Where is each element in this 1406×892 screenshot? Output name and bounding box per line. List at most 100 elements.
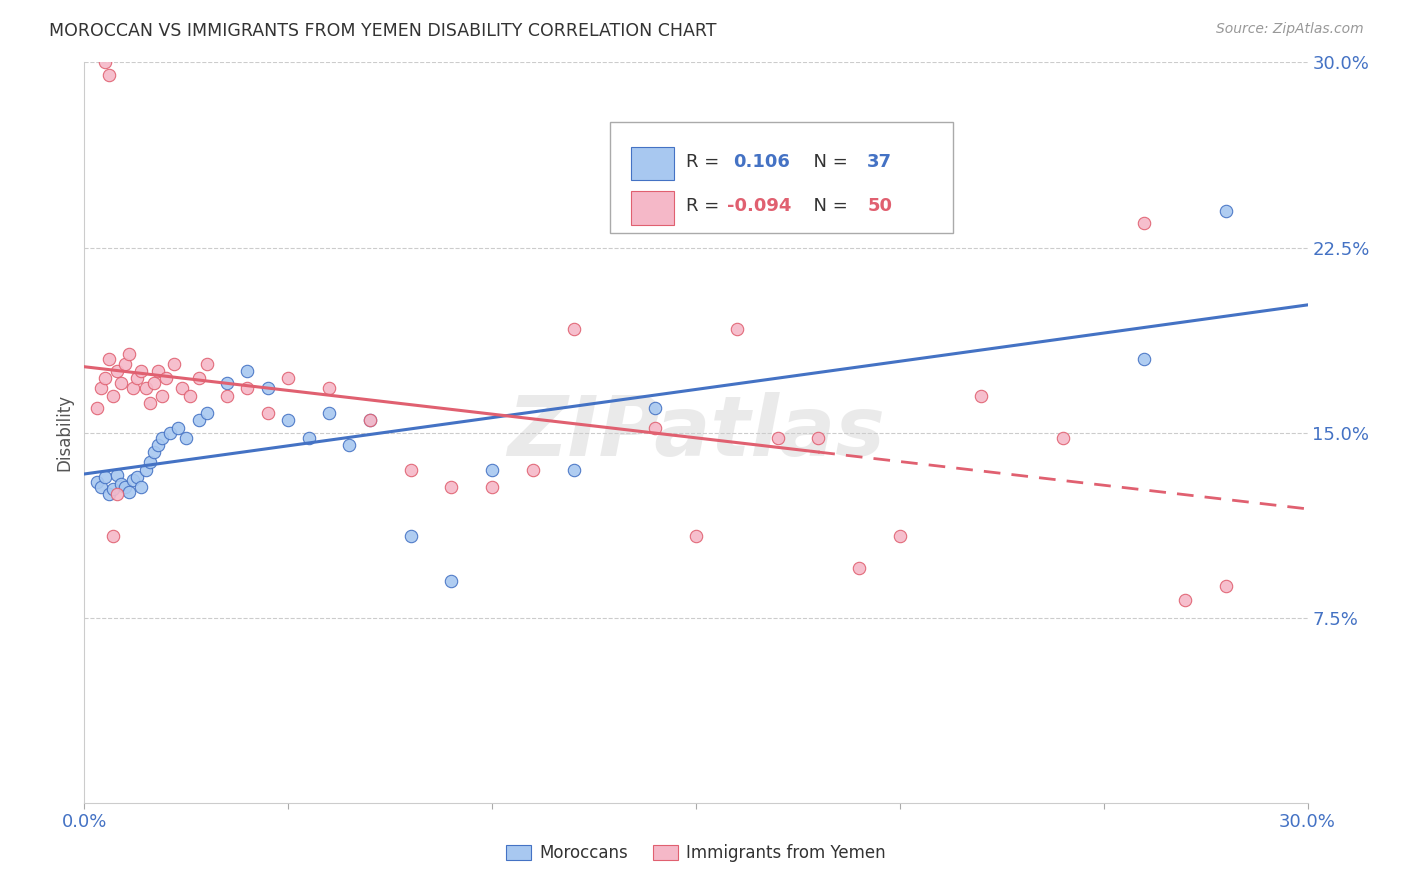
Point (970, 388, 993, 402)
Point (138, 455, 160, 469)
Point (277, 371, 299, 385)
Point (257, 381, 280, 395)
Point (114, 480, 136, 494)
Point (1133, 351, 1156, 366)
Point (807, 431, 830, 445)
Text: N =: N = (803, 197, 853, 215)
Point (97, 351, 120, 366)
Point (187, 371, 209, 385)
Point (105, 467, 128, 482)
Point (93, 470, 115, 484)
Point (187, 413, 209, 427)
Point (118, 484, 141, 499)
Point (90, 480, 112, 494)
Point (725, 322, 748, 336)
Point (97, 68, 120, 82)
Point (131, 480, 153, 494)
Text: N =: N = (803, 153, 853, 170)
Point (146, 364, 169, 378)
Point (236, 364, 259, 378)
Point (179, 388, 201, 402)
Point (118, 346, 141, 360)
Point (135, 381, 157, 395)
Point (138, 396, 160, 410)
Point (481, 462, 503, 476)
Point (399, 529, 422, 543)
Point (90, 381, 112, 395)
Text: R =: R = (686, 153, 731, 170)
Y-axis label: Disability: Disability (55, 394, 73, 471)
Point (399, 462, 422, 476)
Point (217, 388, 239, 402)
FancyBboxPatch shape (610, 121, 953, 233)
Point (236, 381, 259, 395)
Text: 0.106: 0.106 (733, 153, 790, 170)
Point (86, 475, 108, 489)
Point (562, 462, 585, 476)
Point (481, 480, 503, 494)
Point (163, 357, 186, 371)
Point (105, 364, 128, 378)
Point (167, 420, 190, 434)
Point (1052, 431, 1074, 445)
Legend: Moroccans, Immigrants from Yemen: Moroccans, Immigrants from Yemen (499, 838, 893, 869)
Point (359, 413, 381, 427)
Point (1133, 216, 1156, 230)
Point (1215, 203, 1237, 218)
Point (93, 55, 115, 70)
Text: R =: R = (686, 197, 725, 215)
Text: Source: ZipAtlas.com: Source: ZipAtlas.com (1216, 22, 1364, 37)
Point (131, 364, 153, 378)
Point (150, 388, 173, 402)
Point (172, 381, 194, 395)
Point (1215, 579, 1237, 593)
Point (522, 462, 544, 476)
Point (298, 431, 321, 445)
Point (217, 376, 239, 391)
Point (174, 431, 197, 445)
Point (114, 357, 136, 371)
Point (159, 425, 181, 440)
Point (644, 420, 666, 434)
Point (122, 473, 145, 487)
Point (318, 381, 340, 395)
Point (127, 470, 149, 484)
Point (195, 357, 218, 371)
Bar (631, 147, 673, 180)
Point (257, 406, 280, 420)
Text: 37: 37 (868, 153, 893, 170)
Text: ZIPatlas: ZIPatlas (508, 392, 884, 473)
Point (195, 406, 218, 420)
Point (101, 483, 124, 497)
Point (105, 487, 128, 501)
Point (110, 376, 132, 391)
Point (142, 376, 165, 391)
Point (440, 480, 463, 494)
Point (93, 371, 115, 385)
Point (155, 371, 177, 385)
Point (359, 413, 381, 427)
Text: -0.094: -0.094 (727, 197, 792, 215)
Point (1174, 593, 1197, 607)
Point (889, 529, 911, 543)
Point (101, 388, 124, 402)
Bar (631, 192, 673, 225)
Point (97, 487, 120, 501)
Point (685, 529, 707, 543)
Point (146, 438, 169, 452)
Point (440, 574, 463, 588)
Point (766, 431, 789, 445)
Point (150, 431, 173, 445)
Text: MOROCCAN VS IMMIGRANTS FROM YEMEN DISABILITY CORRELATION CHART: MOROCCAN VS IMMIGRANTS FROM YEMEN DISABI… (49, 22, 717, 40)
Point (135, 462, 157, 476)
Point (848, 561, 870, 575)
Point (562, 322, 585, 336)
Point (142, 445, 165, 459)
Point (318, 406, 340, 420)
Point (644, 401, 666, 415)
Text: 50: 50 (868, 197, 893, 215)
Point (101, 529, 124, 543)
Point (127, 371, 149, 385)
Point (339, 438, 361, 452)
Point (122, 381, 145, 395)
